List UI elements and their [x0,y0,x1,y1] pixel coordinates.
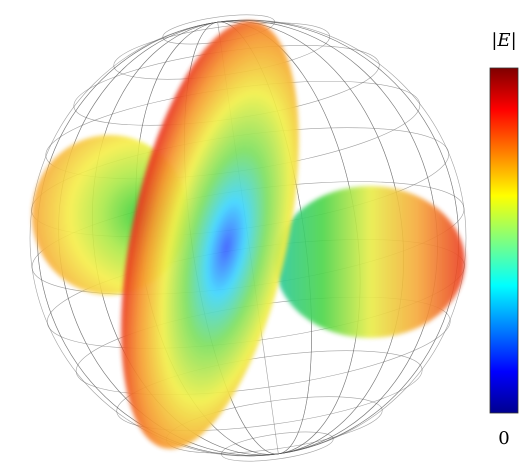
field-figure: |E| 0 [0,0,532,464]
right-lobe [275,186,465,338]
page: |E| 0 (() => { const data = JSON.parse(d… [0,0,532,464]
colorbar-title: |E| [491,30,516,51]
colorbar-min-label: 0 [498,428,509,449]
colorbar [490,68,518,413]
